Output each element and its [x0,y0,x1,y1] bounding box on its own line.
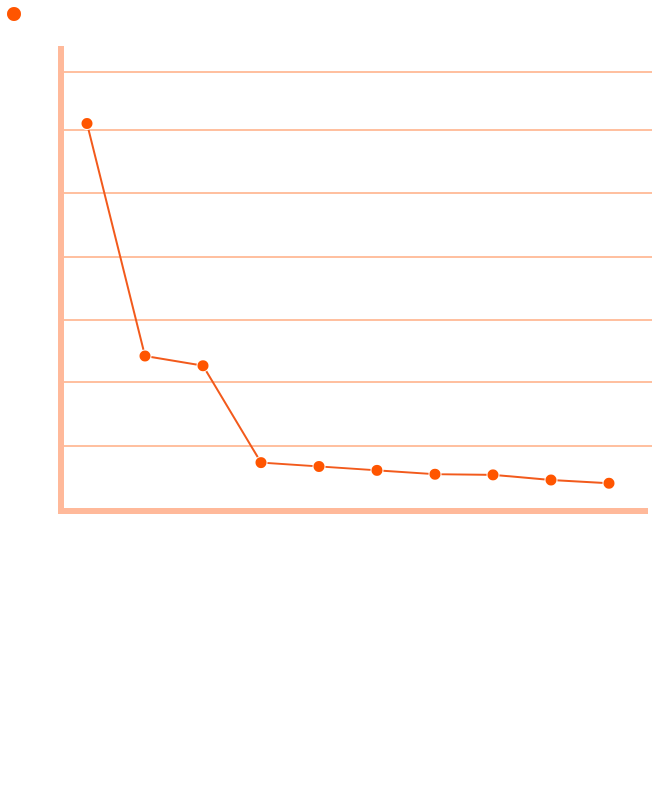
data-point [544,473,558,487]
gridlines [61,71,652,447]
data-point [138,349,152,363]
legend-marker [7,7,21,21]
series-group [80,117,616,490]
legend [7,7,21,21]
axes [58,46,648,514]
data-point [602,476,616,490]
data-point [196,359,210,373]
data-point [486,468,500,482]
data-point [370,463,384,477]
data-point [428,467,442,481]
data-point [80,117,94,130]
data-point [312,459,326,473]
data-point [254,456,268,470]
series-line [86,123,610,485]
